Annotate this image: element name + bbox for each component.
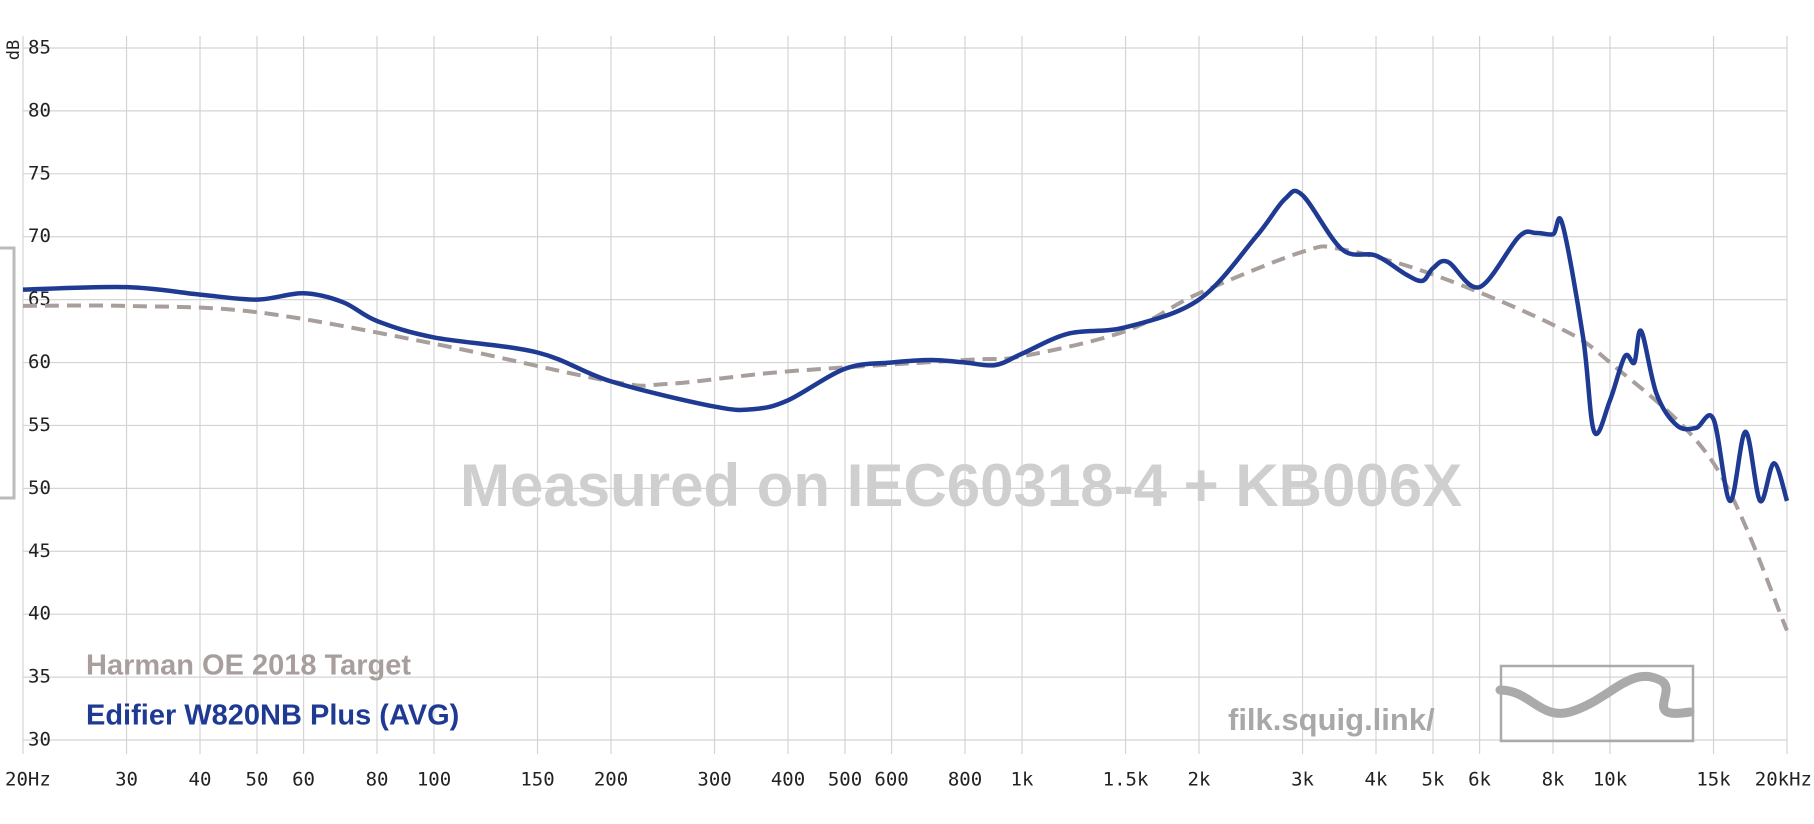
x-tick-label: 60 <box>292 769 315 791</box>
x-tick-label: 400 <box>771 769 805 791</box>
legend-entry: Harman OE 2018 Target <box>86 650 411 682</box>
y-tick-label: 50 <box>28 477 51 499</box>
legend-entry: Edifier W820NB Plus (AVG) <box>86 700 459 732</box>
x-tick-label: 800 <box>948 769 982 791</box>
y-tick-label: 30 <box>28 729 51 751</box>
x-tick-label: 5k <box>1422 769 1445 791</box>
series-line <box>22 188 1790 504</box>
x-tick-label: 30 <box>115 769 138 791</box>
side-handle[interactable] <box>0 246 16 500</box>
y-tick-label: 75 <box>28 162 51 184</box>
y-tick-label: 60 <box>28 351 51 373</box>
x-tick-label: 200 <box>594 769 628 791</box>
x-tick-label: 2k <box>1188 769 1211 791</box>
x-tick-label: 100 <box>417 769 451 791</box>
y-tick-label: 40 <box>28 603 51 625</box>
x-tick-label: 8k <box>1542 769 1565 791</box>
y-tick-label: 80 <box>28 99 51 121</box>
grid <box>22 36 1788 754</box>
x-tick-label: 1.5k <box>1103 769 1149 791</box>
x-tick-label: 300 <box>697 769 731 791</box>
legend: Harman OE 2018 Target Edifier W820NB Plus… <box>86 650 459 732</box>
x-tick-label: 150 <box>520 769 554 791</box>
x-tick-label: 10k <box>1593 769 1628 791</box>
y-tick-label: 35 <box>28 666 51 688</box>
y-tick-label: 55 <box>28 414 51 436</box>
x-tick-label: 80 <box>366 769 389 791</box>
x-tick-label: 4k <box>1365 769 1388 791</box>
y-tick-label: 70 <box>28 225 51 247</box>
x-tick-label: 6k <box>1468 769 1491 791</box>
y-tick-label: 85 <box>28 37 51 59</box>
watermark: Measured on IEC60318-4 + KB006X <box>460 452 1462 519</box>
series-line <box>22 244 1789 632</box>
x-tick-label: 20Hz <box>5 769 51 791</box>
x-tick-label: 600 <box>874 769 908 791</box>
site-label: filk.squig.link/ <box>1228 702 1435 737</box>
x-tick-label: 20kHz <box>1755 769 1812 791</box>
x-tick-label: 15k <box>1696 769 1731 791</box>
logo <box>1495 664 1695 743</box>
x-tick-label: 1k <box>1011 769 1034 791</box>
x-tick-label: 50 <box>246 769 269 791</box>
y-axis-label: dB <box>4 40 24 60</box>
y-tick-label: 45 <box>28 540 51 562</box>
x-tick-label: 3k <box>1291 769 1314 791</box>
x-tick-label: 500 <box>828 769 862 791</box>
x-tick-label: 40 <box>189 769 212 791</box>
